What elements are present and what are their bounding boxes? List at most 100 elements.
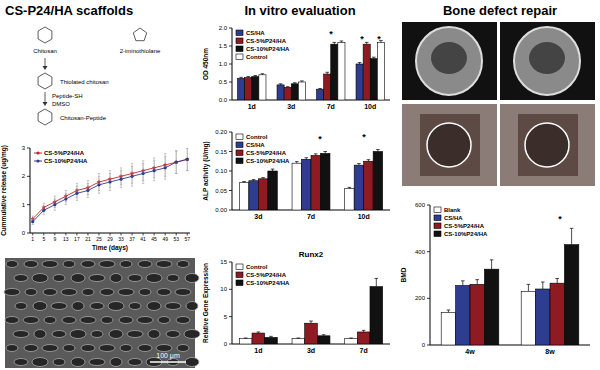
legend-swatch bbox=[236, 134, 243, 140]
pore bbox=[80, 317, 96, 324]
bar bbox=[252, 77, 259, 100]
pore bbox=[158, 317, 170, 324]
panel-title: Bone defect repair bbox=[443, 3, 557, 18]
bar bbox=[377, 42, 384, 100]
legend-swatch bbox=[434, 231, 441, 237]
error-bar bbox=[257, 332, 261, 333]
y-axis bbox=[232, 262, 233, 344]
marker bbox=[31, 220, 34, 223]
pore bbox=[6, 261, 18, 268]
scheme-label: 2-iminothiolane bbox=[120, 48, 161, 54]
bar bbox=[258, 179, 267, 210]
error-bar bbox=[490, 260, 494, 269]
marker bbox=[142, 172, 145, 175]
skull bbox=[514, 27, 580, 95]
legend-label: CS/HA bbox=[246, 142, 265, 148]
panel-title: CS-P24/HA scaffolds bbox=[5, 3, 133, 18]
bar bbox=[456, 286, 470, 346]
y-tick-label: 0.20 bbox=[215, 129, 227, 135]
x-tick-label: 4w bbox=[465, 348, 475, 355]
x-tick-label: 5 bbox=[42, 236, 45, 242]
error-bar bbox=[252, 180, 256, 181]
marker bbox=[53, 203, 56, 206]
pore bbox=[70, 330, 86, 339]
error-bar bbox=[271, 169, 275, 171]
bar bbox=[484, 269, 498, 345]
bar bbox=[291, 84, 298, 100]
pore bbox=[63, 345, 75, 352]
tissue bbox=[420, 114, 480, 176]
error-bar bbox=[242, 182, 246, 183]
y-tick-label: 2.0 bbox=[219, 25, 228, 31]
error-bar bbox=[309, 321, 313, 323]
y-axis bbox=[232, 132, 233, 210]
pore bbox=[99, 345, 115, 352]
legend-label: CS-5%P24/HA bbox=[246, 38, 287, 44]
error-bar bbox=[246, 77, 250, 78]
error-bar bbox=[348, 187, 352, 188]
pore bbox=[100, 289, 114, 296]
pore bbox=[32, 358, 48, 367]
legend-label: Control bbox=[246, 134, 268, 140]
error-bar bbox=[304, 158, 308, 160]
series-line bbox=[33, 159, 187, 219]
error-bar bbox=[372, 57, 376, 58]
bar bbox=[292, 339, 305, 344]
y-tick-label: 0 bbox=[22, 230, 26, 236]
error-bar bbox=[87, 183, 89, 197]
x-tick-label: 7d bbox=[327, 103, 335, 110]
error-bar bbox=[349, 337, 353, 339]
bar bbox=[331, 44, 338, 100]
bar bbox=[249, 181, 258, 210]
legend-label: CS-5%P24/HA bbox=[246, 150, 287, 156]
y-tick-label: 200 bbox=[415, 295, 426, 301]
legend-label: CS-10%P24/HA bbox=[44, 158, 88, 164]
error-bar bbox=[362, 330, 366, 332]
annotation: * bbox=[558, 214, 562, 224]
y-axis-label: BMD bbox=[400, 267, 407, 282]
y-axis-label: ALP activity (U/mg) bbox=[202, 141, 210, 200]
pore bbox=[91, 331, 103, 338]
x-tick-label: 13 bbox=[63, 236, 69, 242]
error-bar bbox=[153, 161, 155, 181]
legend-swatch bbox=[236, 142, 243, 148]
pore bbox=[33, 302, 47, 311]
bar bbox=[268, 171, 277, 210]
error-bar bbox=[261, 178, 265, 179]
photo-image bbox=[500, 104, 595, 186]
sem-background bbox=[5, 258, 195, 368]
error-bar bbox=[269, 336, 273, 337]
bar bbox=[292, 163, 301, 210]
error-bar bbox=[76, 186, 78, 200]
pore bbox=[53, 359, 65, 366]
bar-chart: 0200400600BMD4w8wBlankCS/HACS-5%P24/HACS… bbox=[400, 202, 590, 355]
pore bbox=[89, 275, 105, 282]
error-bar bbox=[175, 151, 177, 174]
legend-label: CS-10%P24/HA bbox=[444, 231, 488, 237]
scheme-label: Thiolated chitosan bbox=[60, 79, 109, 85]
arrow-head bbox=[43, 66, 48, 70]
pore bbox=[25, 289, 37, 296]
pore bbox=[61, 289, 77, 296]
error-bar bbox=[293, 83, 297, 84]
pore bbox=[99, 261, 115, 268]
pore bbox=[109, 330, 123, 339]
chart-title: Runx2 bbox=[299, 250, 324, 259]
legend-swatch bbox=[236, 280, 243, 286]
legend-label: CS/HA bbox=[246, 30, 265, 36]
pore bbox=[43, 289, 57, 296]
x-tick-label: 3d bbox=[287, 103, 295, 110]
photo-background bbox=[402, 104, 497, 186]
error-bar bbox=[254, 76, 258, 77]
error-bar bbox=[357, 164, 361, 166]
y-tick-label: 10 bbox=[220, 286, 227, 292]
pore bbox=[44, 317, 56, 324]
sem-image: 100 μm bbox=[4, 258, 200, 368]
error-bar bbox=[461, 281, 465, 286]
y-tick-label: 0.15 bbox=[215, 149, 227, 155]
error-bar bbox=[279, 84, 283, 85]
x-tick-label: 37 bbox=[129, 236, 135, 242]
bar bbox=[284, 87, 291, 100]
pore bbox=[89, 359, 105, 366]
error-bar bbox=[244, 337, 248, 339]
